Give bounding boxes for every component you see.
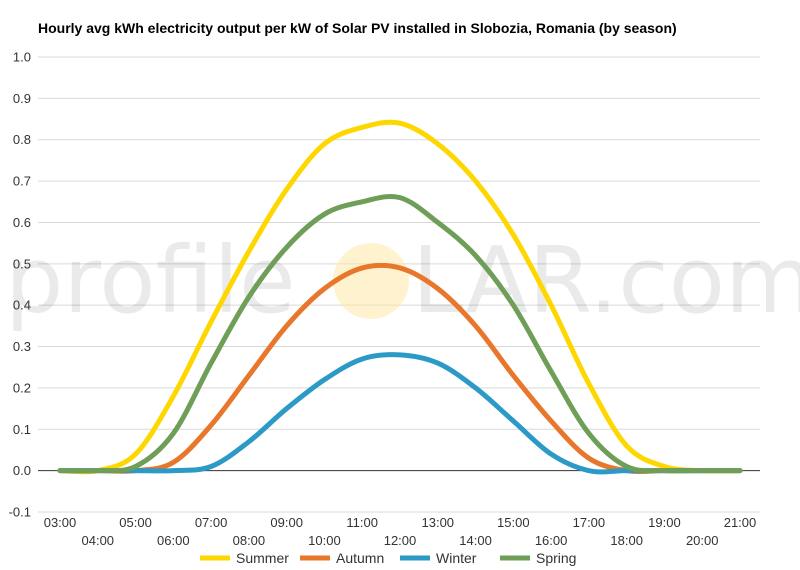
legend-label-autumn: Autumn: [336, 550, 384, 566]
x-tick-label: 20:00: [686, 533, 719, 548]
y-tick-label: 0.8: [13, 132, 31, 147]
series-line-winter: [57, 352, 743, 475]
legend-label-spring: Spring: [536, 550, 576, 566]
series-line-summer: [57, 119, 743, 475]
y-tick-label: 0.1: [13, 422, 31, 437]
x-axis-ticks: 03:00 04:00 05:00 06:00 07:00 08:00 09:00 10:00…: [44, 515, 757, 548]
x-tick-label: 14:00: [459, 533, 492, 548]
watermark: profile LAR.com: [5, 227, 800, 334]
y-tick-label: 0.0: [13, 463, 31, 478]
x-tick-label: 19:00: [648, 515, 681, 530]
y-tick-label: 0.2: [13, 380, 31, 395]
legend: Summer Autumn Winter Spring: [200, 550, 576, 566]
x-tick-label: 10:00: [308, 533, 341, 548]
watermark-sun-icon: [333, 243, 409, 319]
legend-label-winter: Winter: [436, 550, 477, 566]
x-tick-label: 12:00: [384, 533, 417, 548]
chart-title: Hourly avg kWh electricity output per kW…: [38, 20, 677, 36]
series-lines: [57, 119, 743, 475]
x-tick-label: 13:00: [422, 515, 455, 530]
y-axis-ticks: -0.1 0.0 0.1 0.2 0.3 0.4 0.5 0.6 0.7 0.8 0.9 1.0: [9, 50, 31, 520]
watermark-text-left: profile: [5, 227, 296, 334]
y-tick-label: 0.9: [13, 91, 31, 106]
x-tick-label: 09:00: [270, 515, 303, 530]
x-tick-label: 08:00: [233, 533, 266, 548]
y-tick-label: -0.1: [9, 505, 31, 520]
x-tick-label: 21:00: [724, 515, 757, 530]
y-tick-label: 0.4: [13, 298, 31, 313]
x-tick-label: 03:00: [44, 515, 77, 530]
y-tick-label: 0.6: [13, 215, 31, 230]
x-tick-label: 16:00: [535, 533, 568, 548]
y-tick-label: 0.3: [13, 339, 31, 354]
x-tick-label: 07:00: [195, 515, 228, 530]
x-tick-label: 04:00: [82, 533, 115, 548]
y-tick-label: 0.5: [13, 256, 31, 271]
legend-label-summer: Summer: [236, 550, 289, 566]
x-tick-label: 05:00: [119, 515, 152, 530]
y-tick-label: 0.7: [13, 174, 31, 189]
x-tick-label: 18:00: [610, 533, 643, 548]
x-tick-label: 17:00: [573, 515, 606, 530]
y-tick-label: 1.0: [13, 50, 31, 65]
series-line-spring: [57, 193, 743, 474]
x-tick-label: 11:00: [346, 515, 378, 530]
watermark-text-right: LAR.com: [412, 227, 800, 334]
x-tick-label: 15:00: [497, 515, 530, 530]
x-tick-label: 06:00: [157, 533, 190, 548]
